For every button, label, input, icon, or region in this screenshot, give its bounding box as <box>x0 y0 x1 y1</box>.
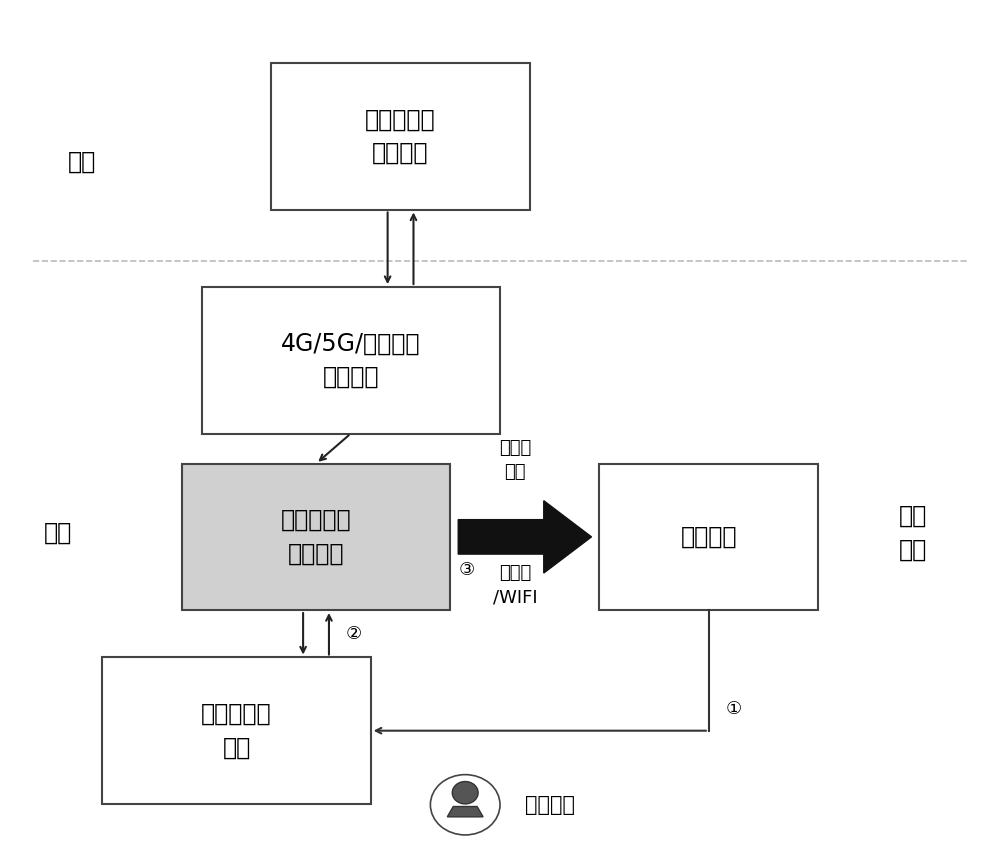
Text: 外部装置: 外部装置 <box>681 525 737 549</box>
Text: 以太网
/WIFI: 以太网 /WIFI <box>493 564 537 606</box>
Text: 配网自动化
终端: 配网自动化 终端 <box>201 702 272 759</box>
Text: ②: ② <box>346 625 362 642</box>
Text: 4G/5G/有线加密
通信模块: 4G/5G/有线加密 通信模块 <box>281 331 421 389</box>
Text: 上游: 上游 <box>68 150 96 174</box>
Circle shape <box>452 781 478 804</box>
Text: 自动化闭环
调试装置: 自动化闭环 调试装置 <box>281 508 351 565</box>
Text: ③: ③ <box>458 561 474 579</box>
Bar <box>202 287 500 434</box>
Polygon shape <box>458 501 591 573</box>
Bar <box>102 657 371 804</box>
Bar <box>182 464 450 610</box>
Text: 配网自动化
主站系统: 配网自动化 主站系统 <box>365 108 436 165</box>
Bar <box>599 464 818 610</box>
Text: 分析
诊断: 分析 诊断 <box>899 504 927 561</box>
Text: 现场人员: 现场人员 <box>525 795 575 815</box>
Polygon shape <box>447 806 483 817</box>
Bar <box>271 63 530 210</box>
Text: 下游: 下游 <box>43 520 72 544</box>
Text: ①: ① <box>726 700 742 718</box>
Text: 上下行
报文: 上下行 报文 <box>499 440 531 481</box>
